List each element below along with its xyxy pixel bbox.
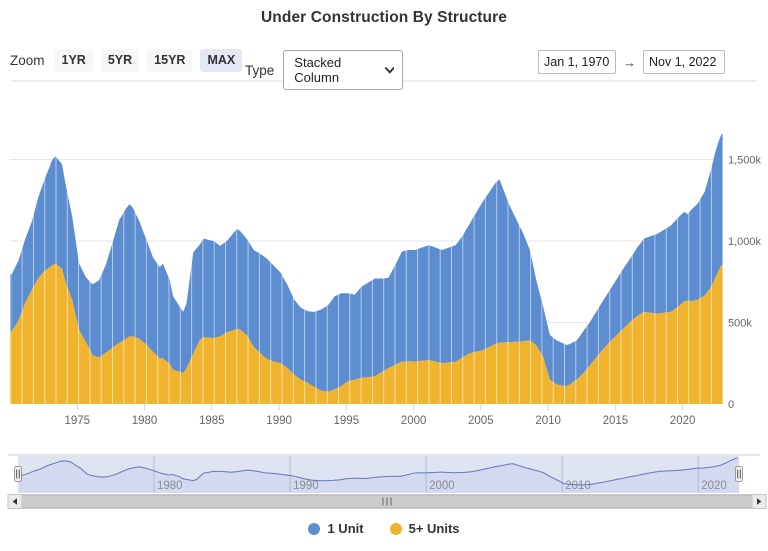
zoom-button-5yr[interactable]: 5YR <box>100 49 140 72</box>
y-axis-label: 1,000k <box>728 236 762 248</box>
legend-label-5plus-units: 5+ Units <box>408 521 460 536</box>
x-axis-label: 2020 <box>670 415 696 427</box>
scrollbar-button-left[interactable] <box>7 494 23 509</box>
type-control-group: Type Stacked Column <box>245 50 404 90</box>
y-axis-label: 500k <box>728 318 752 330</box>
zoom-button-15yr[interactable]: 15YR <box>147 49 193 72</box>
x-axis-label: 1990 <box>266 415 292 427</box>
navigator-series-line <box>19 457 738 486</box>
date-range-group: → <box>538 50 725 74</box>
series-5plus-units-columns[interactable] <box>10 263 723 404</box>
x-axis-label: 1975 <box>65 415 91 427</box>
legend-item-5plus-units[interactable]: 5+ Units <box>389 521 460 536</box>
toolbar: Zoom 1YR 5YR 15YR MAX Type Stacked Colum… <box>0 46 768 90</box>
series-1-unit-columns[interactable] <box>10 134 723 392</box>
zoom-label: Zoom <box>10 52 45 68</box>
navigator-handle-left[interactable] <box>14 466 22 482</box>
zoom-button-max[interactable]: MAX <box>200 49 243 72</box>
navigator-handle-right[interactable] <box>735 466 743 482</box>
chevron-down-icon <box>384 66 395 74</box>
page-title: Under Construction By Structure <box>261 9 507 26</box>
x-axis-label: 1995 <box>334 415 360 427</box>
date-range-arrow-icon: → <box>623 54 636 70</box>
legend-item-1-unit[interactable]: 1 Unit <box>308 521 364 536</box>
scrollbar-button-right[interactable] <box>751 494 767 509</box>
scroll-arrow-right-icon <box>757 498 762 505</box>
legend-marker-1-unit-icon <box>308 522 321 535</box>
y-axis-label: 1,500k <box>728 155 762 167</box>
navigator-axis-label: 2000 <box>429 480 455 492</box>
scroll-arrow-left-icon <box>12 498 17 505</box>
zoom-button-1yr[interactable]: 1YR <box>54 49 93 72</box>
x-axis-label: 2000 <box>401 415 427 427</box>
navigator-axis-label: 1980 <box>157 480 183 492</box>
x-axis-label: 1980 <box>132 415 158 427</box>
legend-marker-5plus-units-icon <box>389 522 402 535</box>
chart-legend: 1 Unit 5+ Units <box>0 521 768 536</box>
x-axis-label: 2010 <box>535 415 561 427</box>
navigator-handle-left-grip-box <box>14 466 22 482</box>
navigator-axis-label: 2020 <box>701 480 727 492</box>
date-to-input[interactable] <box>643 50 725 74</box>
x-axis-label: 2015 <box>603 415 629 427</box>
type-label: Type <box>245 62 275 78</box>
navigator-mask[interactable] <box>18 456 739 493</box>
chart-type-selected-value: Stacked Column <box>294 55 342 85</box>
date-from-input[interactable] <box>538 50 616 74</box>
chart-type-select[interactable]: Stacked Column <box>283 50 404 90</box>
zoom-button-group: Zoom 1YR 5YR 15YR MAX <box>10 49 243 72</box>
navigator-axis-label: 2010 <box>565 480 591 492</box>
x-axis-label: 2005 <box>468 415 494 427</box>
navigator-series-area <box>18 457 739 493</box>
x-axis-label: 1985 <box>199 415 225 427</box>
navigator-handle-right-grip-box <box>735 466 743 482</box>
y-axis-label: 0 <box>728 399 734 411</box>
legend-label-1-unit: 1 Unit <box>327 521 364 536</box>
navigator-axis-label: 1990 <box>293 480 319 492</box>
